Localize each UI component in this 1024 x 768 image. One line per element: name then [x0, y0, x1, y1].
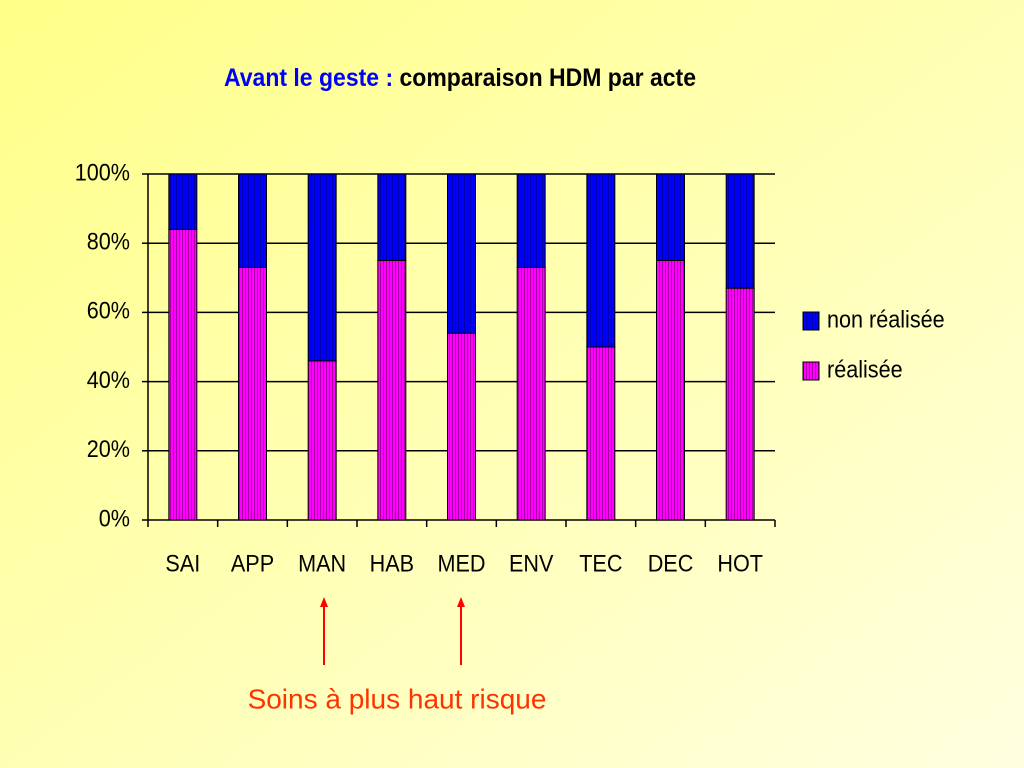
bar-segment [447, 332, 476, 521]
x-tick-label: ENV [509, 549, 554, 576]
annotation: Soins à plus haut risque [248, 683, 547, 714]
y-tick-label: 80% [87, 227, 130, 254]
bar-segment [238, 173, 267, 268]
bar-segment [656, 173, 685, 261]
chart-title: Avant le geste : comparaison HDM par act… [224, 65, 696, 93]
x-tick-label: DEC [648, 549, 694, 576]
bar-segment [586, 346, 616, 521]
x-tick-label: APP [231, 549, 274, 576]
x-tick-label: HOT [717, 549, 763, 576]
bar-segment [307, 173, 337, 362]
bar-segment [516, 266, 546, 521]
y-tick-label: 60% [87, 297, 130, 324]
x-tick-label: HAB [370, 549, 414, 576]
bar-segment [586, 173, 616, 348]
legend-label: non réalisée [827, 305, 945, 332]
bar-segment [168, 173, 198, 230]
bar-segment [307, 360, 337, 521]
y-tick-label: 40% [87, 366, 130, 393]
bar-segment [377, 173, 407, 261]
title-prefix: Avant le geste : [224, 65, 393, 93]
bar-segment [656, 260, 685, 521]
bar-segment [238, 266, 267, 521]
x-tick-label: MED [438, 549, 486, 576]
y-tick-label: 100% [75, 158, 130, 185]
legend-swatch [802, 361, 820, 381]
legend-swatch [802, 311, 820, 331]
bar-segment [725, 287, 755, 521]
bar-segment [516, 173, 546, 268]
legend-label: réalisée [827, 355, 903, 382]
x-tick-label: MAN [298, 549, 346, 576]
x-tick-label: SAI [165, 549, 200, 576]
bar-segment [168, 228, 198, 521]
bar-segment [725, 173, 755, 289]
bar-segment [447, 173, 476, 334]
arrow-head [320, 597, 328, 607]
y-tick-label: 20% [87, 435, 130, 462]
title-main: comparaison HDM par acte [400, 65, 696, 93]
arrow-head [457, 597, 465, 607]
x-tick-label: TEC [579, 549, 622, 576]
y-tick-label: 0% [99, 504, 130, 531]
bar-segment [377, 260, 407, 521]
